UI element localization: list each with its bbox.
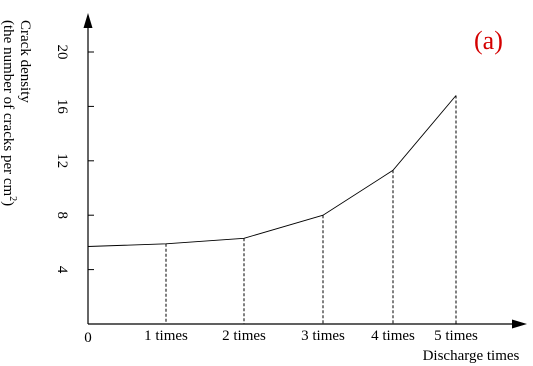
y-tick-label-20: 20 [54, 45, 70, 60]
series-line [87, 95, 457, 247]
y-axis-title-line1: Crack density [17, 20, 33, 103]
x-tick-label-3: 3 times [301, 328, 345, 344]
y-axis-arrow [83, 13, 93, 28]
y-tick-label-16: 16 [54, 99, 70, 115]
x-axis-arrow [512, 319, 527, 329]
x-axis-title: Discharge times [423, 348, 520, 364]
y-axis-title-sup: 2 [7, 196, 18, 201]
x-tick-label-4: 4 times [371, 328, 415, 344]
y-axis-title-2: (the number of cracks per cm2) [0, 20, 18, 206]
origin-label: 0 [84, 330, 92, 346]
y-axis-title-close: ) [0, 201, 16, 206]
y-tick-label-8: 8 [54, 211, 70, 219]
x-tick-label-5: 5 times [434, 328, 478, 344]
y-tick-label-12: 12 [54, 153, 70, 168]
x-tick-label-1: 1 times [144, 328, 188, 344]
drop-lines [165, 95, 457, 324]
y-axis-title-line2: (the number of cracks per cm2) [0, 20, 18, 206]
x-tick-label-2: 2 times [222, 328, 266, 344]
x-ticks: 1 times 2 times 3 times 4 times 5 times [144, 328, 478, 344]
y-axis-title: Crack density [17, 20, 33, 103]
panel-label: (a) [474, 26, 503, 55]
y-tick-label-4: 4 [54, 266, 70, 274]
y-ticks: 4 8 12 16 20 [54, 45, 94, 274]
y-axis-title-main: (the number of cracks per cm [0, 20, 16, 197]
